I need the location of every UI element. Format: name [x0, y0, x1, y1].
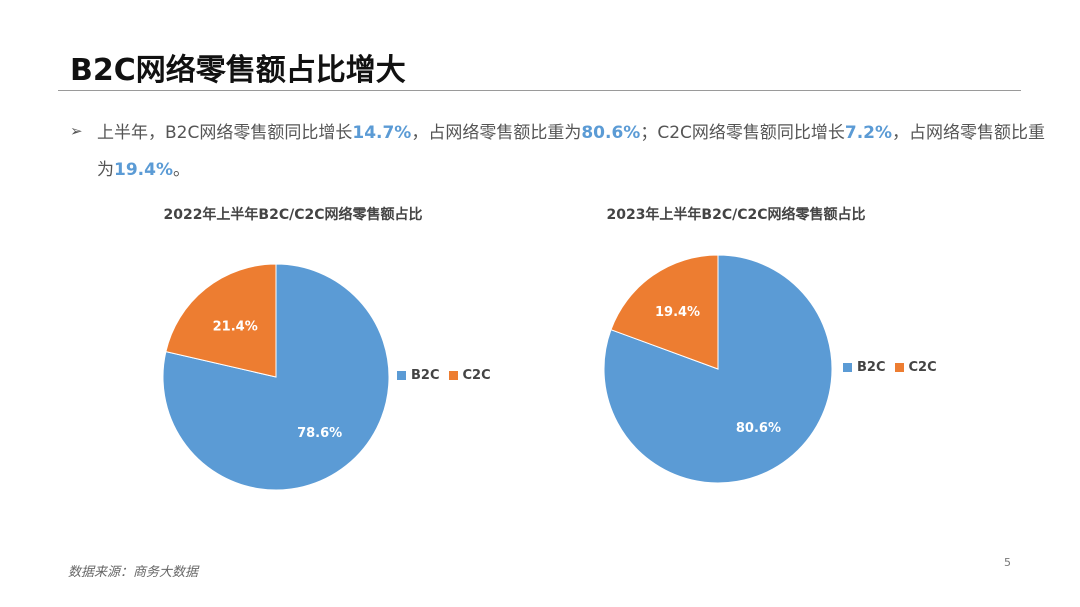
b2c-share-value: 80.6% [581, 123, 641, 143]
summary-seg4: ，占网络零售额比重为 [97, 123, 1046, 180]
legend-swatch-c2c [448, 371, 458, 380]
chart-2022-title: 2022年上半年B2C/C2C网络零售额占比 [163, 207, 423, 223]
summary-seg1: 上半年，B2C网络零售额同比增长 [97, 123, 353, 143]
pie-1-data-label-c2c: 19.4% [655, 305, 700, 320]
c2c-share-value: 19.4% [114, 160, 173, 180]
c2c-growth-value: 7.2% [844, 123, 893, 143]
pie-1-slice-c2c [610, 254, 719, 370]
bullet-arrow-icon: ➢ [70, 122, 83, 140]
legend-label-b2c: B2C [857, 360, 886, 375]
pie-0-slice-c2c [165, 263, 277, 378]
chart-2023-title: 2023年上半年B2C/C2C网络零售额占比 [606, 207, 866, 223]
legend-swatch-b2c [843, 363, 852, 372]
legend-label-c2c: C2C [462, 368, 491, 383]
pie-0-data-label-b2c: 78.6% [297, 426, 342, 441]
legend-swatch-c2c [894, 363, 904, 372]
summary-text: 上半年，B2C网络零售额同比增长14.7%，占网络零售额比重为80.6%；C2C… [97, 115, 1047, 189]
data-source: 数据来源：商务大数据 [68, 565, 199, 580]
pie-1-data-label-b2c: 80.6% [736, 421, 781, 436]
b2c-growth-value: 14.7% [352, 123, 412, 143]
slide-title: B2C网络零售额占比增大 [70, 53, 406, 88]
title-divider [58, 90, 1021, 91]
pie-0-data-label-c2c: 21.4% [213, 320, 258, 335]
page-number: 5 [1004, 556, 1011, 569]
legend-label-b2c: B2C [411, 368, 440, 383]
legend-label-c2c: C2C [908, 360, 937, 375]
legend-swatch-b2c [397, 371, 406, 380]
summary-seg3: ；C2C网络零售额同比增长 [640, 123, 845, 143]
legend-2022: B2C C2C [397, 368, 491, 383]
legend-2023: B2C C2C [843, 360, 937, 375]
summary-seg5: 。 [172, 160, 190, 180]
summary-seg2: ，占网络零售额比重为 [411, 123, 582, 143]
